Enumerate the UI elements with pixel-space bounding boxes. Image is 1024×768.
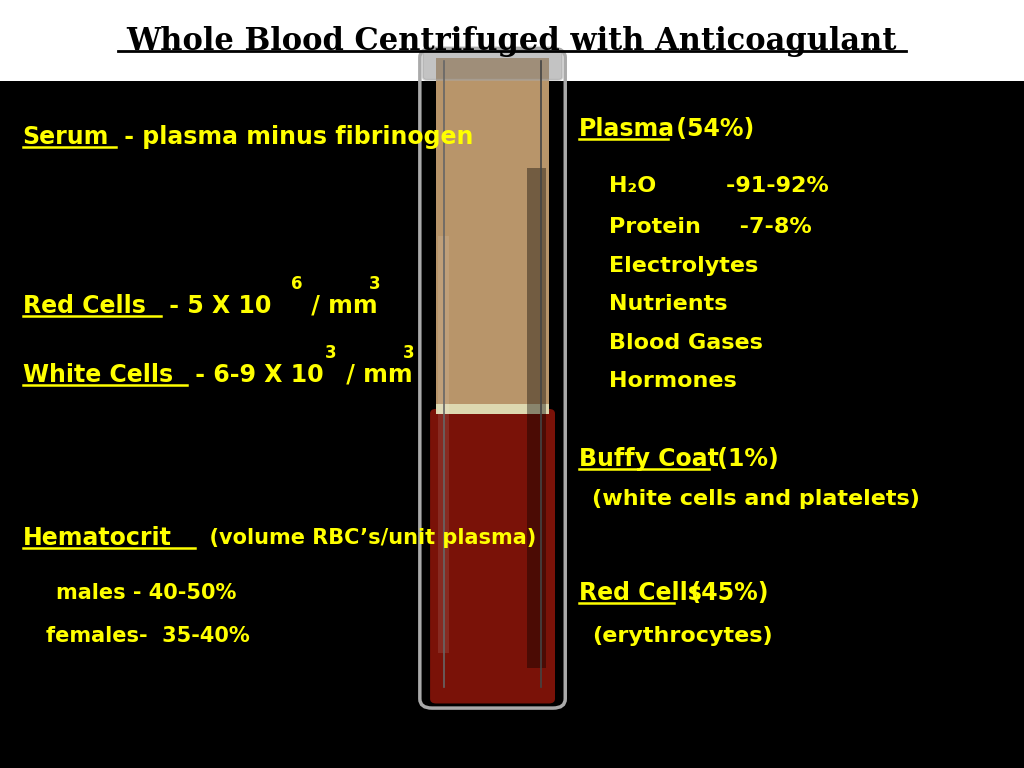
- Text: Protein     -7-8%: Protein -7-8%: [609, 217, 812, 237]
- Text: Electrolytes: Electrolytes: [609, 256, 759, 276]
- Text: males - 40-50%: males - 40-50%: [56, 583, 237, 603]
- Text: (45%): (45%): [674, 581, 768, 605]
- Text: Red Cells: Red Cells: [23, 293, 145, 318]
- Text: - 5 X 10: - 5 X 10: [161, 293, 271, 318]
- Text: (white cells and platelets): (white cells and platelets): [592, 489, 920, 509]
- Text: Buffy Coat: Buffy Coat: [579, 447, 719, 472]
- Text: Plasma: Plasma: [579, 117, 675, 141]
- Text: Nutrients: Nutrients: [609, 294, 728, 314]
- Text: Hematocrit: Hematocrit: [23, 525, 171, 550]
- Text: Blood Gases: Blood Gases: [609, 333, 763, 353]
- Text: / mm: / mm: [338, 362, 413, 387]
- Text: Whole Blood Centrifuged with Anticoagulant: Whole Blood Centrifuged with Anticoagula…: [127, 26, 897, 57]
- Text: (1%): (1%): [709, 447, 778, 472]
- Text: / mm: / mm: [303, 293, 378, 318]
- Text: (erythrocytes): (erythrocytes): [592, 626, 772, 646]
- Text: Serum: Serum: [23, 124, 109, 149]
- Text: (volume RBC’s/unit plasma): (volume RBC’s/unit plasma): [195, 528, 536, 548]
- Text: 6: 6: [291, 275, 302, 293]
- Text: - 6-9 X 10: - 6-9 X 10: [187, 362, 324, 387]
- Text: - plasma minus fibrinogen: - plasma minus fibrinogen: [116, 124, 473, 149]
- Text: 3: 3: [369, 275, 380, 293]
- Text: H₂O         -91-92%: H₂O -91-92%: [609, 176, 829, 196]
- Text: Red Cells: Red Cells: [579, 581, 701, 605]
- Text: (54%): (54%): [668, 117, 754, 141]
- Text: White Cells: White Cells: [23, 362, 173, 387]
- Text: Hormones: Hormones: [609, 371, 737, 391]
- Text: 3: 3: [325, 344, 336, 362]
- Text: females-  35-40%: females- 35-40%: [46, 626, 250, 646]
- Text: 3: 3: [402, 344, 414, 362]
